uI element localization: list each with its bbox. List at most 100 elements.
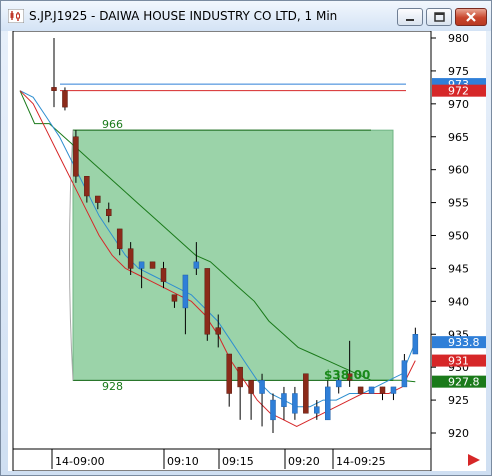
minimize-icon — [406, 19, 414, 21]
candle — [95, 195, 101, 210]
price-tick-label: 945 — [448, 262, 469, 275]
candle-body — [84, 176, 90, 197]
price-badge-label: 931 — [448, 355, 469, 368]
candle-body — [314, 406, 320, 414]
price-tick-label: 950 — [448, 230, 469, 243]
candle-body — [335, 380, 342, 388]
candle-body — [248, 380, 254, 394]
candle — [84, 176, 90, 203]
candle-body — [160, 268, 167, 282]
candle — [292, 386, 298, 420]
box-top-label: 966 — [102, 118, 123, 131]
price-tick-label: 975 — [448, 65, 469, 78]
candle — [62, 87, 68, 111]
price-level-lines — [60, 83, 406, 92]
candle-body — [171, 294, 178, 302]
time-tick-label: 14-09:25 — [336, 455, 386, 468]
candle-body — [73, 136, 79, 177]
candle — [259, 373, 265, 427]
candle-body — [379, 386, 386, 394]
price-badge-label: 972 — [448, 85, 469, 98]
candle-body — [62, 90, 68, 108]
candle — [281, 386, 287, 420]
candle-body — [182, 274, 189, 309]
candle — [193, 242, 200, 275]
candle — [226, 353, 232, 407]
candle-body — [226, 353, 232, 394]
price-tick-label: 960 — [448, 164, 469, 177]
candle-body — [116, 228, 123, 249]
candle-body — [215, 327, 221, 335]
title-bar[interactable]: S.JP.J1925 - DAIWA HOUSE INDUSTRY CO LTD… — [1, 1, 491, 31]
maximize-button[interactable] — [426, 8, 452, 26]
candle-body — [412, 334, 419, 355]
candle — [215, 314, 221, 348]
candle-body — [259, 380, 265, 394]
candle — [171, 294, 178, 308]
candle-body — [292, 393, 298, 414]
arrow-right-icon — [468, 454, 480, 466]
candles — [51, 38, 419, 433]
candle — [51, 38, 57, 108]
candle — [314, 400, 320, 420]
candle-body — [149, 261, 156, 269]
close-button[interactable] — [455, 8, 487, 26]
candle-body — [237, 366, 243, 388]
candle-body — [325, 386, 331, 421]
price-tick-label: 970 — [448, 98, 469, 111]
candle — [127, 242, 134, 275]
candle-body — [127, 248, 134, 269]
candlestick-chart[interactable]: 980975970965960955950945940935930925920 … — [8, 30, 486, 472]
candle-body — [390, 386, 397, 394]
price-badge-bg — [432, 84, 486, 97]
candle — [412, 327, 419, 355]
candle-body — [346, 373, 353, 381]
candle — [248, 380, 254, 420]
candle-body — [95, 195, 101, 203]
chart-icon — [8, 9, 24, 23]
scroll-right-button[interactable] — [463, 452, 483, 468]
price-badge-933.8: 933.8 — [432, 336, 486, 349]
position-box[interactable] — [69, 129, 394, 381]
candle-body — [401, 360, 408, 388]
candle — [325, 380, 331, 421]
candle-body — [51, 87, 57, 91]
candle — [116, 228, 123, 256]
candle — [379, 386, 386, 401]
minimize-button[interactable] — [397, 8, 423, 26]
candle-body — [303, 373, 309, 414]
candle — [401, 354, 408, 388]
time-tick-label: 09:10 — [167, 455, 199, 468]
candle — [138, 261, 145, 289]
price-tick-label: 980 — [448, 32, 469, 45]
price-tick-label: 925 — [448, 394, 469, 407]
candle — [346, 340, 353, 387]
candle-body — [270, 399, 276, 421]
price-badge-bg — [432, 354, 486, 367]
time-tick-label: 14-09:00 — [55, 455, 105, 468]
position-box-fill — [72, 129, 394, 381]
price-badge-972: 972 — [432, 84, 486, 98]
candle-body — [193, 261, 200, 269]
candle — [160, 261, 167, 289]
time-axis: 14-09:00 09:10 09:15 09:20 14-09:25 — [51, 449, 386, 469]
chart-area[interactable]: 980 975 970 965 960 955 950 945 940 935 930 925 920 … — [8, 30, 486, 472]
candle — [270, 393, 276, 433]
candle — [357, 386, 364, 394]
box-profit-label: $38.00 — [324, 368, 370, 382]
candle — [335, 373, 342, 394]
price-badge-931: 931 — [432, 354, 486, 368]
maximize-icon — [434, 12, 445, 22]
price-badge-927.8: 927.8 — [432, 375, 486, 389]
price-badge-bg — [432, 375, 486, 388]
candle-body — [281, 393, 287, 407]
candle-body — [368, 386, 375, 394]
price-badge-label: 933.8 — [448, 336, 480, 349]
candle-body — [138, 261, 145, 269]
candle — [303, 373, 309, 414]
window-title: S.JP.J1925 - DAIWA HOUSE INDUSTRY CO LTD… — [29, 9, 338, 23]
price-tick-label: 940 — [448, 295, 469, 308]
price-tick-label: 955 — [448, 197, 469, 210]
box-bottom-label: 928 — [102, 380, 123, 393]
